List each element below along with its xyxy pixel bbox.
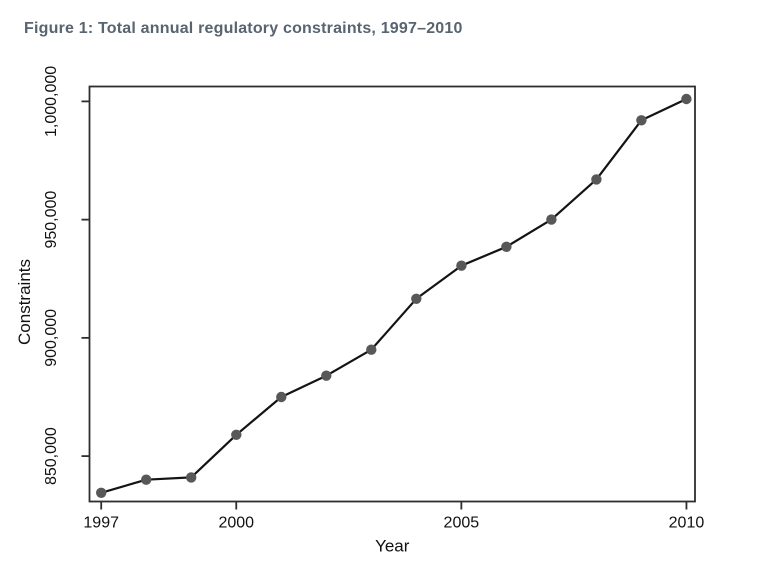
y-tick-label: 950,000 xyxy=(43,191,60,249)
data-point xyxy=(96,487,107,498)
y-tick-label: 1,000,000 xyxy=(43,66,60,137)
plot-frame xyxy=(88,85,696,503)
data-point xyxy=(501,241,512,252)
data-point xyxy=(681,93,692,105)
data-point xyxy=(276,391,287,403)
y-tick-label: 850,000 xyxy=(43,427,60,485)
data-line xyxy=(100,97,688,494)
x-axis-title: Year xyxy=(375,537,410,556)
data-point xyxy=(636,115,647,126)
data-point xyxy=(141,474,152,485)
x-tick-label: 2010 xyxy=(669,515,705,532)
x-tick-label: 2000 xyxy=(218,515,254,532)
x-tick-label: 2005 xyxy=(444,515,480,532)
data-point xyxy=(366,344,377,355)
data-point xyxy=(231,429,242,440)
data-point xyxy=(321,370,332,381)
data-point xyxy=(456,260,467,271)
y-tick-label: 900,000 xyxy=(43,309,60,367)
y-axis-title: Constraints xyxy=(15,259,34,345)
data-point xyxy=(546,214,557,225)
x-tick-label: 1997 xyxy=(83,515,119,532)
data-point xyxy=(186,472,197,483)
figure-title: Figure 1: Total annual regulatory constr… xyxy=(24,20,463,37)
data-point xyxy=(591,174,602,185)
data-point xyxy=(411,293,422,304)
